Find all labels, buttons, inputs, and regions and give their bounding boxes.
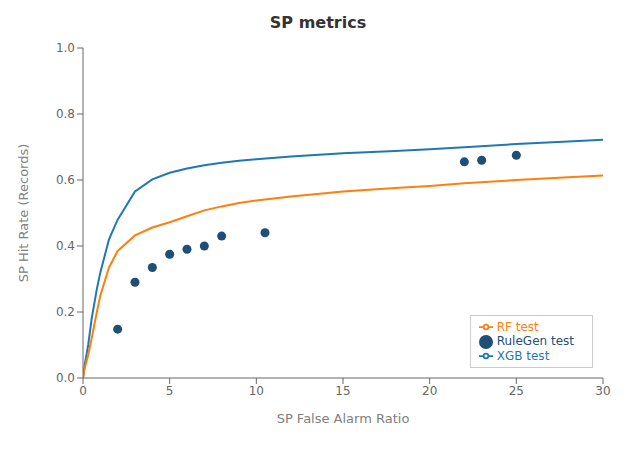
svg-text:SP Hit Rate (Records): SP Hit Rate (Records) bbox=[16, 144, 31, 283]
svg-text:0.6: 0.6 bbox=[56, 173, 75, 187]
svg-text:20: 20 bbox=[422, 384, 437, 398]
svg-text:0.0: 0.0 bbox=[56, 371, 75, 385]
svg-text:5: 5 bbox=[166, 384, 174, 398]
svg-text:25: 25 bbox=[509, 384, 524, 398]
svg-text:1.0: 1.0 bbox=[56, 41, 75, 55]
html-text:RF test: RF test bbox=[496, 319, 539, 334]
svg-text:30: 30 bbox=[595, 384, 610, 398]
svg-text:0.2: 0.2 bbox=[56, 305, 75, 319]
svg-text:15: 15 bbox=[335, 384, 350, 398]
html-text:XGB test: XGB test bbox=[496, 348, 550, 363]
svg-text:0.4: 0.4 bbox=[56, 239, 75, 253]
html-text:SP metrics: SP metrics bbox=[269, 13, 367, 32]
svg-text:SP False Alarm Ratio: SP False Alarm Ratio bbox=[277, 411, 410, 426]
svg-text:0.8: 0.8 bbox=[56, 107, 75, 121]
svg-text:0: 0 bbox=[79, 384, 87, 398]
html-text:RuleGen test: RuleGen test bbox=[496, 334, 574, 348]
svg-text:10: 10 bbox=[249, 384, 264, 398]
